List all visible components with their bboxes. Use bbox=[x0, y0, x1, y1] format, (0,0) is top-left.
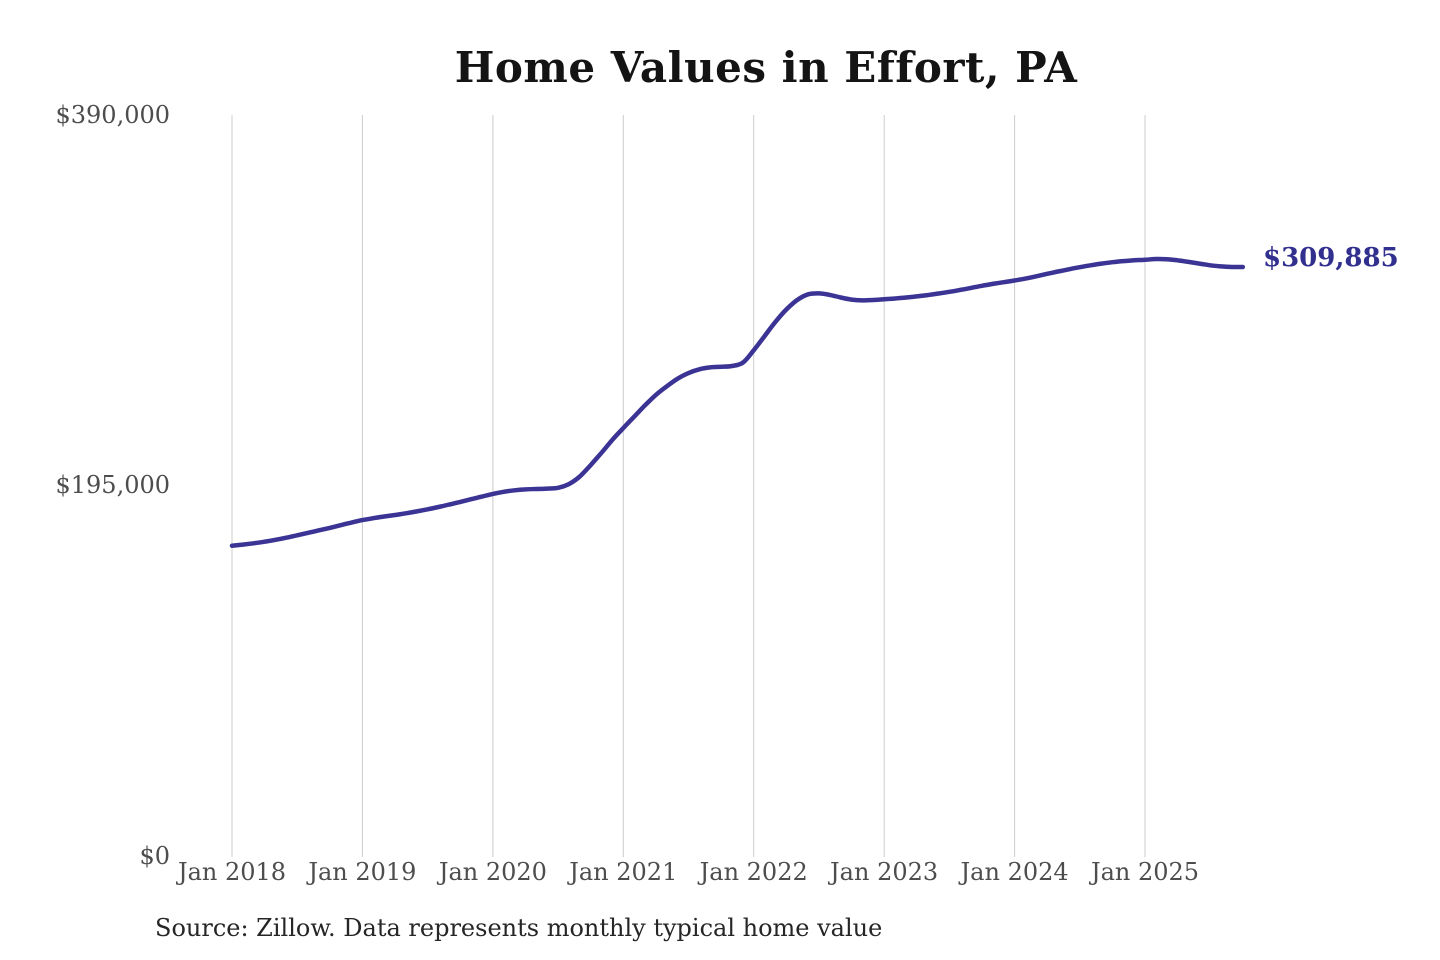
source-note: Source: Zillow. Data represents monthly … bbox=[155, 914, 883, 942]
x-axis-tick-jan-2020: Jan 2020 bbox=[438, 858, 547, 886]
y-axis-tick-0: $0 bbox=[139, 842, 170, 870]
x-axis-tick-jan-2023: Jan 2023 bbox=[830, 858, 939, 886]
x-axis-tick-jan-2021: Jan 2021 bbox=[569, 858, 678, 886]
x-axis-tick-jan-2022: Jan 2022 bbox=[699, 858, 808, 886]
y-axis-tick-390000: $390,000 bbox=[55, 101, 170, 129]
y-axis-tick-195000: $195,000 bbox=[55, 471, 170, 499]
chart-title: Home Values in Effort, PA bbox=[454, 43, 1078, 92]
x-axis-tick-jan-2018: Jan 2018 bbox=[177, 858, 287, 886]
home-value-line bbox=[229, 256, 1246, 548]
x-axis-tick-jan-2024: Jan 2024 bbox=[960, 858, 1069, 886]
x-axis-tick-jan-2025: Jan 2025 bbox=[1090, 858, 1200, 886]
x-axis-tick-jan-2019: Jan 2019 bbox=[308, 858, 417, 886]
current-value-label: $309,885 bbox=[1263, 243, 1399, 273]
year-gridlines bbox=[231, 115, 1146, 857]
